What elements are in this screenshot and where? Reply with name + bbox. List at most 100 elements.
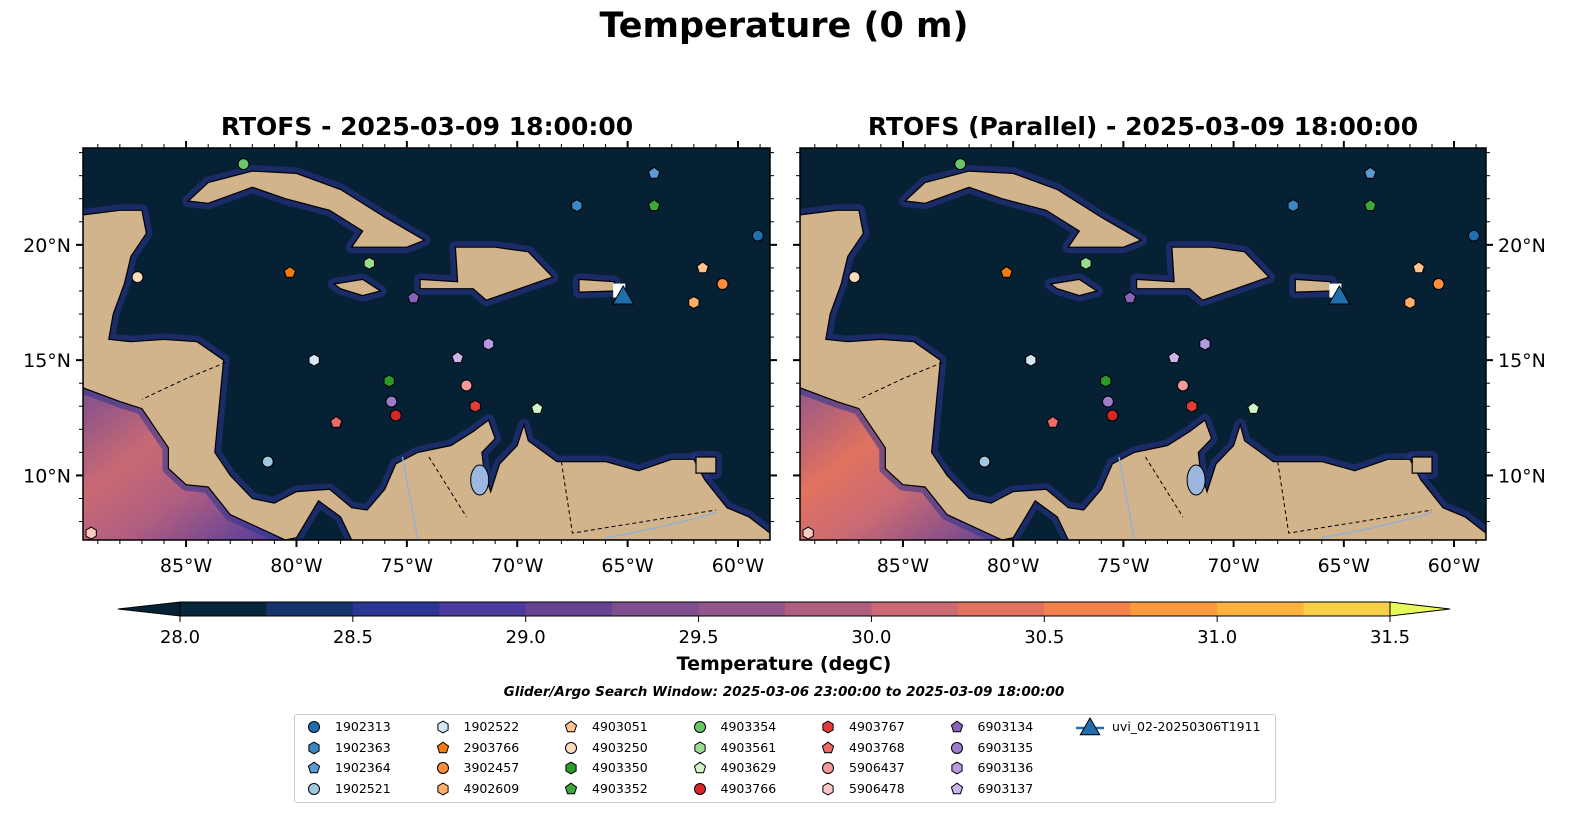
legend-hexagon-icon: [950, 761, 963, 775]
colorbar-bin: [266, 602, 354, 616]
platform-marker-4903766: [389, 409, 402, 422]
map-panel-right: 85°W 80°W 75°W 70°W 65°W 60°W 10°N 15°N 20°N: [793, 141, 1546, 577]
legend-label: 4903350: [592, 760, 648, 776]
legend-label: 4903766: [720, 781, 777, 797]
lon-tick-label: 85°W: [160, 555, 213, 577]
legend-label: 4903051: [592, 719, 648, 734]
platform-marker-4903354: [237, 158, 250, 171]
lat-tick-label: 20°N: [1498, 235, 1546, 257]
platform-marker-6903137: [451, 351, 464, 364]
lon-tick-label: 60°W: [712, 555, 765, 577]
colorbar-bin: [698, 602, 786, 616]
legend-label: 4903629: [720, 760, 777, 776]
land: [695, 456, 717, 474]
lake-maracaibo: [1186, 464, 1206, 496]
glider-marker: [1328, 285, 1351, 305]
platform-marker-4903768: [330, 415, 343, 428]
lon-tick-label: 60°W: [1428, 555, 1481, 577]
platform-marker-4903354: [954, 158, 967, 171]
lon-tick-label: 80°W: [270, 555, 323, 577]
lon-tick-label: 75°W: [381, 555, 434, 577]
platform-marker-5906437: [1176, 379, 1189, 392]
colorbar-bin: [1044, 602, 1132, 616]
lon-tick-label: 70°W: [491, 555, 544, 577]
platform-marker-6903137: [1167, 351, 1181, 364]
legend-circle-icon: [308, 783, 320, 796]
legend-label: uvi_02-20250306T1911: [1112, 719, 1261, 734]
legend-pentagon-icon: [564, 720, 578, 733]
legend-label: 1902521: [335, 781, 391, 797]
legend-label: 4903768: [849, 739, 905, 755]
legend-circle-icon: [565, 741, 577, 754]
legend-pentagon-icon: [693, 761, 706, 774]
colorbar-label: Temperature (degC): [676, 653, 892, 675]
platform-marker-1902522: [308, 353, 320, 367]
colorbar-bin: [352, 602, 440, 616]
platform-marker-1902364: [647, 166, 661, 179]
legend-label: 4903767: [849, 719, 905, 734]
platform-marker-1902363: [571, 199, 583, 213]
colorbar-bin: [785, 602, 872, 616]
legend-circle-icon: [950, 741, 963, 754]
map-frame: [82, 147, 771, 541]
rivers: [401, 456, 717, 540]
legend-label: 4903250: [592, 739, 648, 755]
lon-tick-label: 75°W: [1097, 555, 1150, 577]
colorbar-bin: [1217, 602, 1305, 616]
platform-marker-4903250: [131, 271, 144, 284]
legend-label: 4902609: [463, 781, 520, 797]
lat-tick-label: 15°N: [1498, 350, 1546, 372]
platform-marker-4902609: [688, 296, 700, 309]
colorbar-tick-label: 31.0: [1197, 627, 1237, 648]
lat-tick-label: 10°N: [1498, 465, 1546, 487]
colorbar-tick-label: 29.0: [506, 627, 546, 648]
legend-hexagon-icon: [436, 720, 449, 734]
platform-marker-4903350: [1100, 374, 1112, 388]
map-panel-left: 85°W 80°W 75°W 70°W 65°W 60°W 10°N 15°N 20°N: [23, 141, 777, 577]
colorbar-tick-label: 30.5: [1024, 627, 1064, 648]
legend-label: 6903134: [977, 719, 1034, 734]
platform-marker-4903352: [647, 199, 661, 211]
colorbar-bin: [439, 602, 527, 616]
platform-marker-1902522: [1025, 353, 1037, 367]
legend-pentagon-icon: [950, 720, 963, 733]
map-panels: 85°W 80°W 75°W 70°W 65°W 60°W10°N15°N20°N85°W…: [23, 141, 1546, 648]
platform-marker-5906478: [802, 526, 814, 540]
legend-label: 6903135: [977, 739, 1034, 755]
lon-tick-label: 65°W: [1318, 555, 1371, 577]
lon-tick-label: 70°W: [1207, 555, 1260, 577]
land: [578, 278, 616, 293]
pacific-warm-water: [800, 387, 1003, 540]
map-frame: [799, 147, 1487, 541]
legend-circle-icon: [822, 762, 834, 775]
platform-marker-4903766: [1106, 409, 1119, 422]
search-window-text: Glider/Argo Search Window: 2025-03-06 23…: [503, 684, 1065, 700]
left-panel-title: RTOFS - 2025-03-09 18:00:00: [220, 112, 634, 141]
platform-marker-1902364: [1364, 166, 1377, 179]
lat-tick-label: 15°N: [23, 350, 71, 372]
legend-label: 6903137: [977, 781, 1034, 797]
legend-pentagon-icon: [436, 741, 449, 753]
legend-circle-icon: [308, 721, 320, 733]
legend-hexagon-icon: [436, 782, 449, 796]
legend-hexagon-icon: [822, 720, 834, 734]
platform-marker-4903767: [469, 399, 481, 413]
legend-glider-icon: [1079, 717, 1101, 736]
colorbar-bin: [1303, 602, 1391, 616]
land: [419, 246, 554, 301]
platform-marker-4903768: [1046, 415, 1060, 428]
platform-marker-5906437: [460, 379, 473, 392]
colorbar-tick-label: 28.0: [160, 627, 200, 648]
platform-marker-4903051: [1412, 261, 1425, 274]
legend-circle-icon: [693, 783, 706, 796]
legend-circle-icon: [693, 721, 706, 733]
legend-pentagon-icon: [821, 741, 835, 753]
land: [1135, 246, 1270, 301]
land: [903, 170, 1143, 248]
platform-marker-6903136: [1199, 337, 1211, 351]
colorbar-bin: [180, 602, 267, 616]
platform-marker-1902363: [1287, 199, 1299, 213]
platform-marker-2903766: [1000, 265, 1013, 278]
lon-tick-label: 80°W: [987, 555, 1040, 577]
